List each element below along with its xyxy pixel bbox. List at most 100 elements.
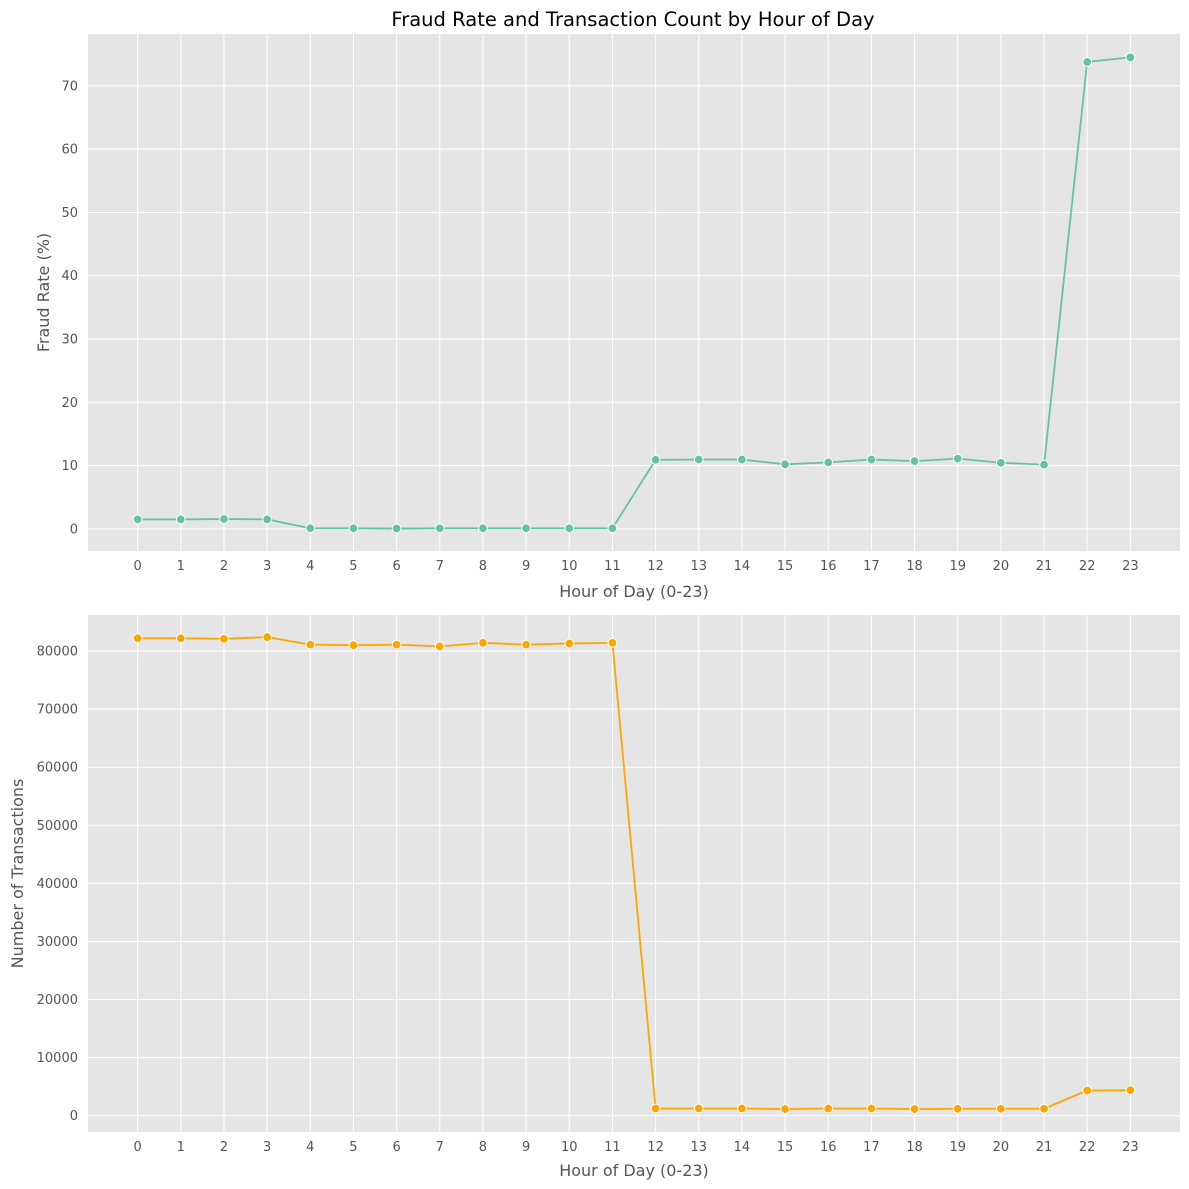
fraud-rate-point xyxy=(262,514,273,525)
x-tick-label: 10 xyxy=(561,1140,578,1155)
y-tick-label: 80000 xyxy=(37,645,78,660)
transaction-count-point xyxy=(1082,1085,1093,1096)
x-tick-label: 13 xyxy=(690,1140,707,1155)
transaction-count-point xyxy=(952,1103,963,1114)
x-tick-label: 18 xyxy=(906,1140,923,1155)
fraud-rate-point xyxy=(175,514,186,525)
gridlines xyxy=(88,615,1180,1132)
x-tick-label: 23 xyxy=(1122,559,1139,574)
transaction-count-point xyxy=(478,637,488,648)
fraud-rate-point xyxy=(348,523,359,534)
x-tick-label: 17 xyxy=(863,1140,880,1155)
x-tick-label: 16 xyxy=(820,559,837,574)
fraud-rate-point xyxy=(1039,459,1049,470)
x-tick-label: 12 xyxy=(647,559,664,574)
x-tick-label: 14 xyxy=(734,1140,751,1155)
x-tick-label: 8 xyxy=(479,559,487,574)
x-tick-labels: 0 1 2 3 4 5 6 7 8 9 10 11 12 13 14 15 16 17 18 19 20 21 22 23 xyxy=(133,559,1138,574)
y-axis-label: Fraud Rate (%) xyxy=(34,233,53,352)
x-tick-label: 14 xyxy=(734,559,751,574)
transaction-count-point xyxy=(305,639,316,650)
transaction-count-point xyxy=(391,639,402,650)
transaction-count-point xyxy=(521,639,531,650)
y-tick-label: 70 xyxy=(61,79,78,94)
transaction-count-point xyxy=(1125,1085,1136,1096)
plot-area xyxy=(88,34,1180,551)
x-tick-label: 15 xyxy=(777,1140,794,1155)
y-tick-label: 10000 xyxy=(37,1051,78,1066)
transaction-count-series xyxy=(132,632,1136,1114)
figure-title: Fraud Rate and Transaction Count by Hour… xyxy=(391,8,874,31)
fraud-rate-point xyxy=(995,457,1006,468)
transaction-count-panel: 0 10000 20000 30000 40000 50000 60000 70000 8000… xyxy=(8,615,1180,1180)
x-tick-label: 21 xyxy=(1036,559,1053,574)
transaction-count-point xyxy=(693,1103,704,1114)
fraud-rate-point xyxy=(564,523,575,534)
fraud-rate-point xyxy=(1125,52,1136,63)
x-tick-label: 21 xyxy=(1036,1140,1053,1155)
x-tick-label: 19 xyxy=(949,1140,966,1155)
x-tick-label: 18 xyxy=(906,559,923,574)
x-tick-label: 6 xyxy=(392,559,400,574)
y-tick-label: 70000 xyxy=(37,703,78,718)
transaction-count-point xyxy=(175,633,186,644)
fraud-rate-point xyxy=(521,523,531,534)
x-tick-label: 4 xyxy=(306,1140,314,1155)
x-tick-label: 22 xyxy=(1079,1140,1096,1155)
x-tick-label: 17 xyxy=(863,559,880,574)
fraud-rate-point xyxy=(737,454,747,465)
x-tick-label: 9 xyxy=(522,559,530,574)
x-tick-labels: 0 1 2 3 4 5 6 7 8 9 10 11 12 13 14 15 16 17 18 19 20 21 22 23 xyxy=(133,1140,1138,1155)
y-tick-labels: 0 10 20 30 40 50 60 70 xyxy=(61,79,78,537)
x-tick-label: 12 xyxy=(647,1140,664,1155)
y-tick-label: 10 xyxy=(61,459,78,474)
fraud-rate-point xyxy=(305,523,316,534)
x-tick-label: 1 xyxy=(177,1140,185,1155)
y-tick-label: 30 xyxy=(61,333,78,348)
fraud-rate-series xyxy=(132,52,1136,534)
fraud-rate-point xyxy=(607,523,618,534)
transaction-count-point xyxy=(780,1104,790,1114)
x-tick-label: 15 xyxy=(777,559,794,574)
x-tick-label: 16 xyxy=(820,1140,837,1155)
transaction-count-point xyxy=(607,637,618,648)
x-tick-label: 11 xyxy=(604,1140,621,1155)
fraud-rate-point xyxy=(866,454,877,465)
x-tick-label: 11 xyxy=(604,559,621,574)
fraud-rate-line xyxy=(137,56,1131,530)
x-tick-label: 20 xyxy=(993,559,1010,574)
x-tick-label: 6 xyxy=(392,1140,400,1155)
fraud-rate-point xyxy=(478,523,488,534)
x-tick-label: 3 xyxy=(263,559,271,574)
fraud-rate-point xyxy=(391,523,402,534)
fraud-rate-point xyxy=(909,456,920,467)
x-tick-label: 9 xyxy=(522,1140,530,1155)
y-tick-label: 0 xyxy=(70,1109,78,1124)
x-tick-label: 2 xyxy=(220,1140,228,1155)
fraud-rate-point xyxy=(219,514,229,524)
fraud-rate-point xyxy=(132,514,143,525)
x-tick-label: 23 xyxy=(1122,1140,1139,1155)
x-tick-label: 13 xyxy=(690,559,707,574)
y-tick-label: 60000 xyxy=(37,761,78,776)
x-tick-label: 8 xyxy=(479,1140,487,1155)
fraud-rate-point xyxy=(434,523,445,534)
x-tick-label: 7 xyxy=(436,1140,444,1155)
x-tick-label: 20 xyxy=(993,1140,1010,1155)
transaction-count-point xyxy=(866,1103,877,1114)
x-tick-label: 2 xyxy=(220,559,228,574)
fraud-rate-point xyxy=(650,454,661,465)
transaction-count-point xyxy=(650,1103,661,1114)
x-tick-label: 3 xyxy=(263,1140,271,1155)
y-tick-label: 50 xyxy=(61,206,78,221)
transaction-count-point xyxy=(348,640,359,651)
x-tick-label: 4 xyxy=(306,559,314,574)
fraud-rate-point xyxy=(693,454,704,465)
y-tick-label: 20 xyxy=(61,396,78,411)
x-tick-label: 5 xyxy=(349,559,357,574)
y-axis-label: Number of Transactions xyxy=(8,779,27,969)
transaction-count-point xyxy=(434,641,445,652)
transaction-count-line xyxy=(137,636,1131,1110)
